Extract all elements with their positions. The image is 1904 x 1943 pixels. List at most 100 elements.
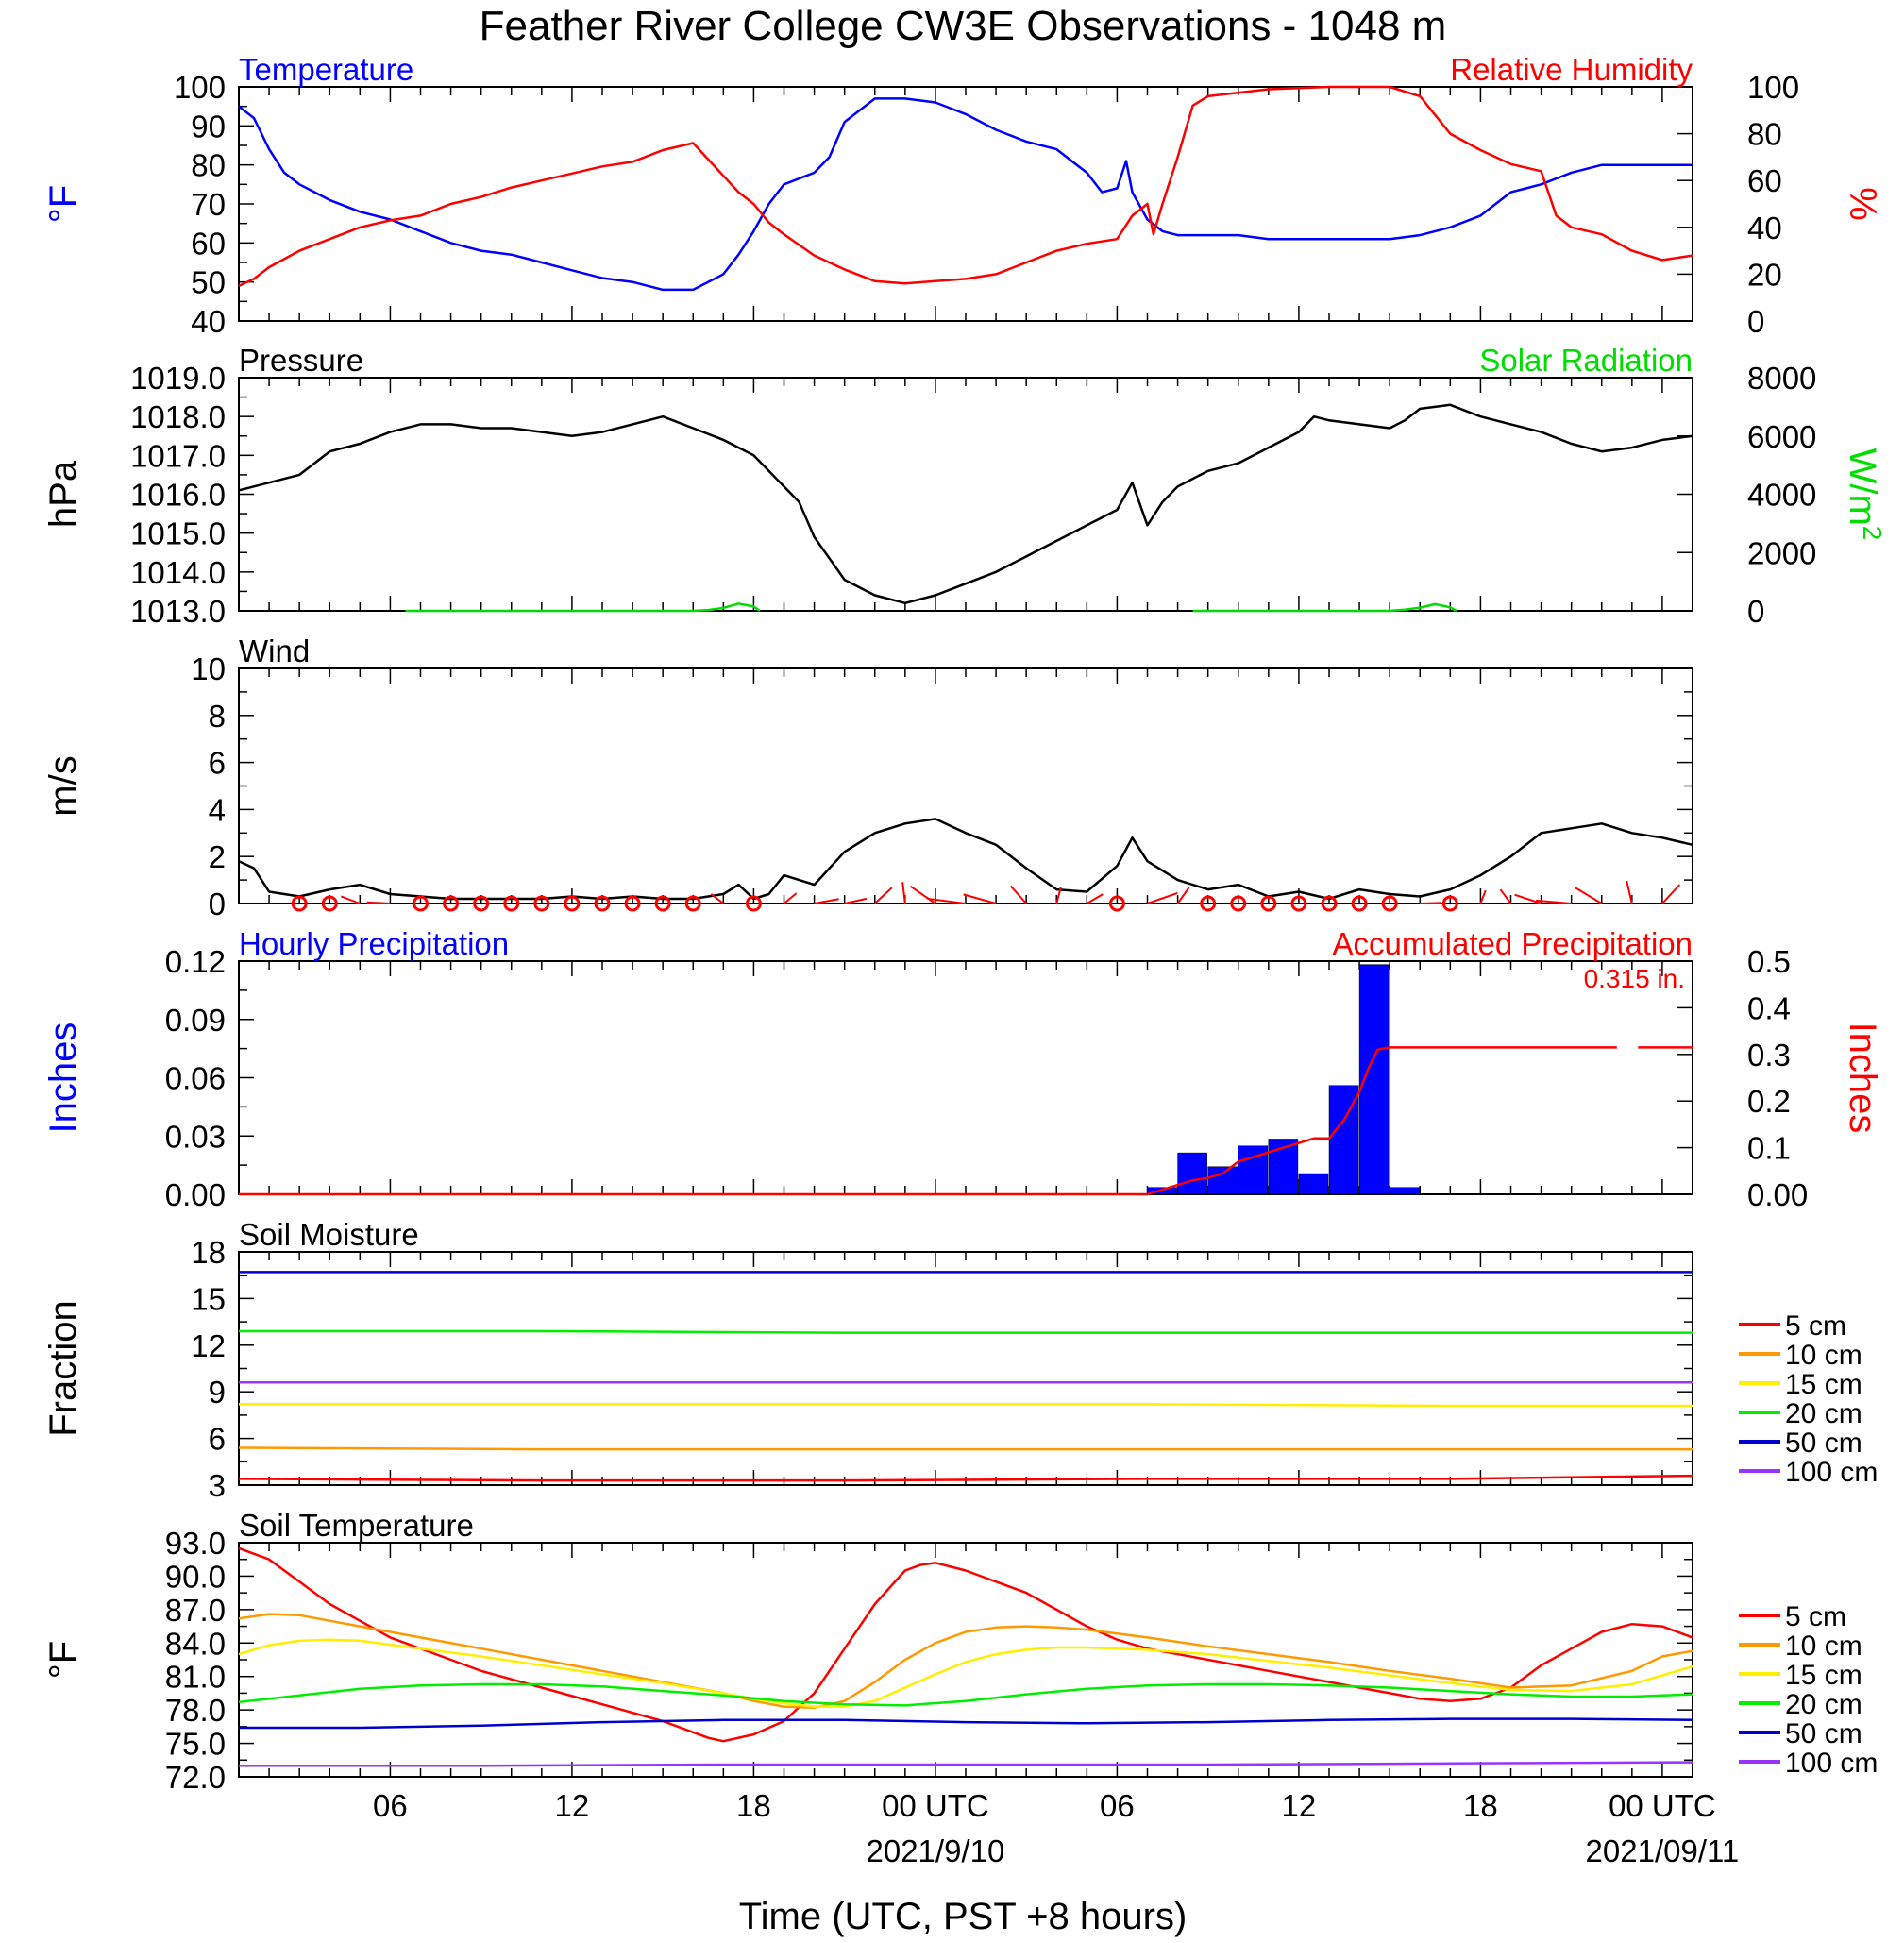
calm-wind-marker bbox=[594, 895, 611, 912]
y-axis-label: Inches bbox=[42, 1022, 84, 1134]
wind-barb bbox=[783, 892, 798, 904]
y-tick-label: 84.0 bbox=[165, 1626, 226, 1661]
series-line-10-cm bbox=[238, 1446, 1693, 1451]
y-right-tick-label: 80 bbox=[1747, 117, 1782, 152]
series-line-relative-humidity bbox=[238, 85, 1693, 287]
y-tick-label: 1017.0 bbox=[130, 438, 226, 473]
wind-barb bbox=[874, 887, 893, 904]
calm-wind-marker bbox=[443, 895, 460, 912]
calm-wind-marker bbox=[1200, 895, 1217, 912]
wind-barb bbox=[1535, 899, 1572, 904]
panel-frame bbox=[238, 960, 1693, 1195]
calm-wind-marker bbox=[1381, 895, 1398, 912]
wind-barb bbox=[1514, 893, 1542, 904]
panel-wind: 0 2 4 6 8 10 Wind m/s bbox=[42, 634, 1693, 921]
series-line-20-cm bbox=[238, 1682, 1693, 1707]
time-axis: 06 12 18 00 UTC 06 12 18 00 UTC 2021/9/10 2021/09… bbox=[373, 1788, 1739, 1868]
wind-barb bbox=[1147, 892, 1178, 904]
series-line-wind bbox=[238, 818, 1693, 901]
precip-total-label: 0.315 in. bbox=[1584, 964, 1685, 993]
panel-frame bbox=[238, 1542, 1693, 1778]
y-tick-label: 2 bbox=[209, 839, 226, 874]
series-line-5-cm bbox=[238, 1474, 1693, 1482]
y-tick-label: 40 bbox=[191, 304, 226, 339]
y-axis-label: °F bbox=[42, 185, 84, 223]
panel-title-left: Hourly Precipitation bbox=[239, 926, 509, 961]
series-line-15-cm bbox=[239, 1403, 1693, 1408]
series-line-50-cm bbox=[239, 1717, 1693, 1730]
x-tick-label: 00 UTC bbox=[1609, 1788, 1716, 1823]
calm-wind-marker bbox=[1351, 895, 1368, 912]
panel-title-left: Pressure bbox=[239, 343, 363, 378]
panel-frame bbox=[238, 667, 1693, 904]
precip-bar bbox=[1207, 1166, 1238, 1195]
y-right-tick-label: 0 bbox=[1747, 304, 1764, 339]
calm-wind-marker bbox=[321, 895, 338, 912]
y-tick-label: 18 bbox=[191, 1235, 226, 1270]
legend-label: 5 cm bbox=[1785, 1310, 1846, 1342]
y-tick-label: 100 bbox=[174, 70, 226, 105]
legend-label: 15 cm bbox=[1785, 1660, 1862, 1691]
y-right-tick-label: 20 bbox=[1747, 257, 1782, 292]
y-tick-label: 6 bbox=[209, 1422, 226, 1457]
y-right-tick-label: 0 bbox=[1747, 594, 1764, 629]
y-tick-label: 1019.0 bbox=[130, 361, 226, 396]
y-axis-label: m/s bbox=[42, 755, 84, 816]
precip-bar bbox=[1298, 1173, 1329, 1195]
y-right-tick-label: 60 bbox=[1747, 163, 1782, 198]
y-right-tick-label: 0.2 bbox=[1747, 1084, 1791, 1119]
y-tick-label: 90 bbox=[191, 109, 226, 144]
calm-wind-marker bbox=[1230, 895, 1247, 912]
wind-barb bbox=[340, 895, 361, 904]
wind-barb bbox=[1420, 902, 1441, 904]
y-tick-label: 70 bbox=[191, 187, 226, 222]
wind-barb bbox=[1626, 880, 1633, 904]
y-tick-label: 8 bbox=[209, 699, 226, 734]
y-tick-label: 15 bbox=[191, 1281, 226, 1316]
y-right-tick-label: 0.4 bbox=[1747, 990, 1791, 1025]
y-tick-label: 0 bbox=[209, 887, 226, 921]
calm-wind-marker bbox=[564, 895, 581, 912]
wind-barb bbox=[963, 893, 997, 904]
panel-title-left: Soil Temperature bbox=[239, 1508, 474, 1543]
panel-frame bbox=[238, 86, 1693, 322]
series-line-solar-radiation bbox=[405, 602, 1457, 613]
y-tick-label: 50 bbox=[191, 265, 226, 300]
y-axis-label: Fraction bbox=[42, 1300, 84, 1437]
y-right-tick-label: 6000 bbox=[1747, 419, 1816, 454]
series-line-100-cm bbox=[239, 1761, 1693, 1767]
y-right-tick-label: 8000 bbox=[1747, 361, 1816, 396]
y-right-tick-label: 0.5 bbox=[1747, 944, 1791, 979]
y-axis-label: °F bbox=[42, 1641, 84, 1679]
wind-barb bbox=[901, 882, 906, 904]
panel-precipitation: 0.00 0.03 0.06 0.09 0.12 0.00 0.1 0.2 0.3 0.4 0.5 H… bbox=[42, 926, 1883, 1212]
calm-wind-marker bbox=[413, 895, 429, 912]
wind-barb bbox=[710, 893, 724, 904]
y-tick-label: 0.03 bbox=[165, 1119, 226, 1154]
series-line-20-cm bbox=[239, 1329, 1693, 1334]
legend-label: 20 cm bbox=[1785, 1398, 1862, 1429]
panel-title-right: Relative Humidity bbox=[1450, 52, 1693, 87]
legend-label: 10 cm bbox=[1785, 1630, 1862, 1662]
calm-wind-marker bbox=[745, 895, 762, 912]
y-axis-label-right: % bbox=[1842, 187, 1883, 221]
panel-title-right: Solar Radiation bbox=[1479, 343, 1693, 378]
y-tick-label: 81.0 bbox=[165, 1660, 226, 1695]
wind-barb bbox=[927, 897, 967, 904]
y-tick-label: 60 bbox=[191, 226, 226, 261]
y-right-tick-label: 0.1 bbox=[1747, 1131, 1791, 1166]
y-tick-label: 1015.0 bbox=[130, 516, 226, 551]
calm-wind-marker bbox=[291, 895, 308, 912]
calm-wind-marker bbox=[654, 895, 671, 912]
legend-label: 100 cm bbox=[1785, 1457, 1878, 1488]
wind-barb bbox=[1009, 885, 1027, 904]
legend-label: 20 cm bbox=[1785, 1689, 1862, 1720]
series-line-5-cm bbox=[238, 1546, 1693, 1743]
y-tick-label: 1016.0 bbox=[130, 478, 226, 513]
y-right-tick-label: 40 bbox=[1747, 211, 1782, 245]
legend-label: 50 cm bbox=[1785, 1718, 1862, 1749]
y-tick-label: 0.06 bbox=[165, 1061, 226, 1096]
y-tick-label: 78.0 bbox=[165, 1693, 226, 1728]
